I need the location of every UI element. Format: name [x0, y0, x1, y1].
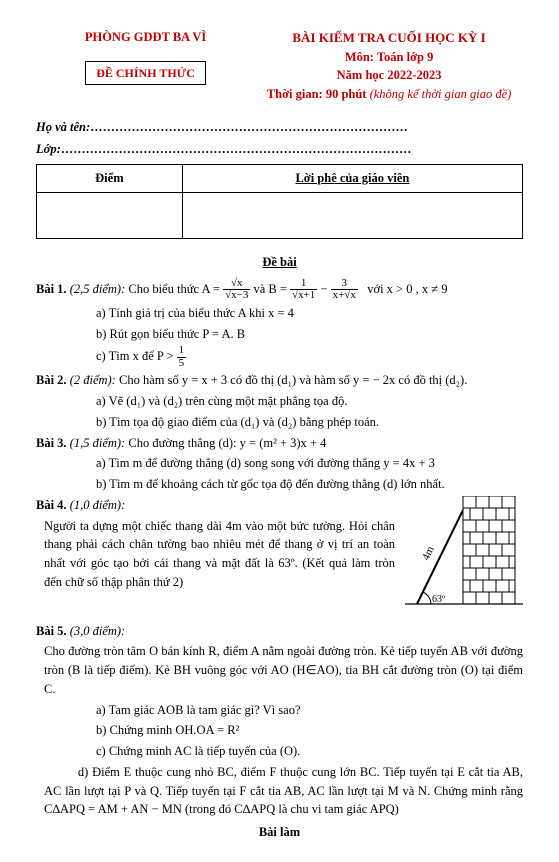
bai1-minus: − — [320, 282, 327, 296]
exam-time: Thời gian: 90 phút (không kể thời gian g… — [255, 85, 523, 104]
bailam-heading: Bài làm — [36, 823, 523, 842]
bai4-text: Bài 4. (1,0 điểm): Người ta dựng một chi… — [36, 496, 395, 594]
header-right: BÀI KIỂM TRA CUỐI HỌC KỲ I Môn: Toán lớp… — [255, 28, 523, 104]
bai3-a: a) Tìm m để đường thẳng (d) song song vớ… — [96, 454, 523, 473]
bai2-label: Bài 2. — [36, 373, 67, 387]
bai1-a: a) Tính giá trị của biểu thức A khi x = … — [96, 304, 523, 323]
bai5-d: d) Điểm E thuộc cung nhỏ BC, điểm F thuộ… — [44, 763, 523, 819]
comment-header: Lời phê của giáo viên — [182, 165, 522, 193]
bai1-frac2: 1√x+1 — [290, 278, 317, 302]
name-line: Họ và tên:..............................… — [36, 118, 523, 137]
bai1-points: (2,5 điểm): — [70, 282, 126, 296]
comment-cell — [182, 193, 522, 239]
debai-heading: Đề bài — [36, 253, 523, 272]
bai4-body: Người ta dựng một chiếc thang dài 4m vào… — [44, 517, 395, 592]
bai3-label: Bài 3. — [36, 436, 67, 450]
bai4-points: (1,0 điểm): — [70, 498, 126, 512]
angle-text: 63º — [432, 594, 445, 605]
bai2: Bài 2. (2 điểm): Cho hàm số y = x + 3 có… — [36, 371, 523, 390]
bai3: Bài 3. (1,5 điểm): Cho đường thẳng (d): … — [36, 434, 523, 453]
ladder-text: 4m — [420, 544, 437, 562]
score-label: Điểm — [95, 171, 123, 185]
class-line: Lớp:....................................… — [36, 140, 523, 159]
bai1-c-pre: c) Tìm x để P > — [96, 349, 174, 363]
student-info: Họ và tên:..............................… — [36, 118, 523, 159]
bai1-frac1: √x√x−3 — [223, 278, 250, 302]
bai1-c: c) Tìm x để P > 15 — [96, 345, 523, 369]
time-note: (không kể thời gian giao đề) — [370, 87, 512, 101]
bai5-label: Bài 5. — [36, 624, 67, 638]
comment-label: Lời phê của giáo viên — [295, 171, 409, 185]
bai1: Bài 1. (2,5 điểm): Cho biểu thức A = √x√… — [36, 278, 523, 302]
class-label: Lớp — [36, 142, 57, 156]
org-name: PHÒNG GDĐT BA VÌ — [36, 28, 255, 47]
bai1-c-frac: 15 — [177, 345, 187, 369]
bai5-intro: Cho đường tròn tâm O bán kính R, điểm A … — [44, 642, 523, 698]
bai4-wrap: Bài 4. (1,0 điểm): Người ta dựng một chi… — [36, 496, 523, 622]
bai2-a: a) Vẽ (d₁) và (d₂) trên cùng một mặt phẳ… — [96, 392, 523, 411]
bai3-intro: Cho đường thẳng (d): y = (m² + 3)x + 4 — [128, 436, 326, 450]
score-header: Điểm — [37, 165, 183, 193]
bai1-b: b) Rút gọn biểu thức P = A. B — [96, 325, 523, 344]
exam-title: BÀI KIỂM TRA CUỐI HỌC KỲ I — [255, 28, 523, 48]
grade-table: Điểm Lời phê của giáo viên — [36, 164, 523, 239]
bai1-intro1: Cho biểu thức A = — [128, 282, 220, 296]
bai5-a: a) Tam giác AOB là tam giác gì? Vì sao? — [96, 701, 523, 720]
name-dots: :.......................................… — [86, 120, 409, 134]
exam-subject: Môn: Toán lớp 9 — [255, 48, 523, 67]
header: PHÒNG GDĐT BA VÌ ĐỀ CHÍNH THỨC BÀI KIỂM … — [36, 28, 523, 104]
bai2-points: (2 điểm): — [70, 373, 116, 387]
exam-year: Năm học 2022-2023 — [255, 66, 523, 85]
time-label: Thời gian: 90 phút — [267, 87, 367, 101]
content: Bài 1. (2,5 điểm): Cho biểu thức A = √x√… — [36, 278, 523, 842]
bai1-intro2: và B = — [253, 282, 286, 296]
bai3-points: (1,5 điểm): — [70, 436, 126, 450]
bai1-label: Bài 1. — [36, 282, 67, 296]
bai1-frac3: 3x+√x — [331, 278, 358, 302]
bai4-head: Bài 4. (1,0 điểm): — [36, 496, 395, 515]
bai1-cond: với x > 0 , x ≠ 9 — [367, 282, 447, 296]
bai5-points: (3,0 điểm): — [70, 624, 126, 638]
name-label: Họ và tên — [36, 120, 86, 134]
bai5-c: c) Chứng minh AC là tiếp tuyến của (O). — [96, 742, 523, 761]
bai5-head: Bài 5. (3,0 điểm): — [36, 622, 523, 641]
score-cell — [37, 193, 183, 239]
bai5-b: b) Chứng minh OH.OA = R² — [96, 721, 523, 740]
bai3-b: b) Tìm m để khoảng cách từ gốc tọa độ đế… — [96, 475, 523, 494]
bai5-d-text: d) Điểm E thuộc cung nhỏ BC, điểm F thuộ… — [44, 765, 523, 817]
class-dots: :.......................................… — [57, 142, 413, 156]
header-left: PHÒNG GDĐT BA VÌ ĐỀ CHÍNH THỨC — [36, 28, 255, 104]
bai2-intro: Cho hàm số y = x + 3 có đồ thị (d₁) và h… — [119, 373, 467, 387]
official-box: ĐỀ CHÍNH THỨC — [85, 61, 206, 85]
ladder-svg: 63º 4m — [405, 496, 523, 616]
bai4-label: Bài 4. — [36, 498, 67, 512]
bai2-b: b) Tìm tọa độ giao điểm của (d₁) và (d₂)… — [96, 413, 523, 432]
bai4-diagram: 63º 4m — [405, 496, 523, 622]
